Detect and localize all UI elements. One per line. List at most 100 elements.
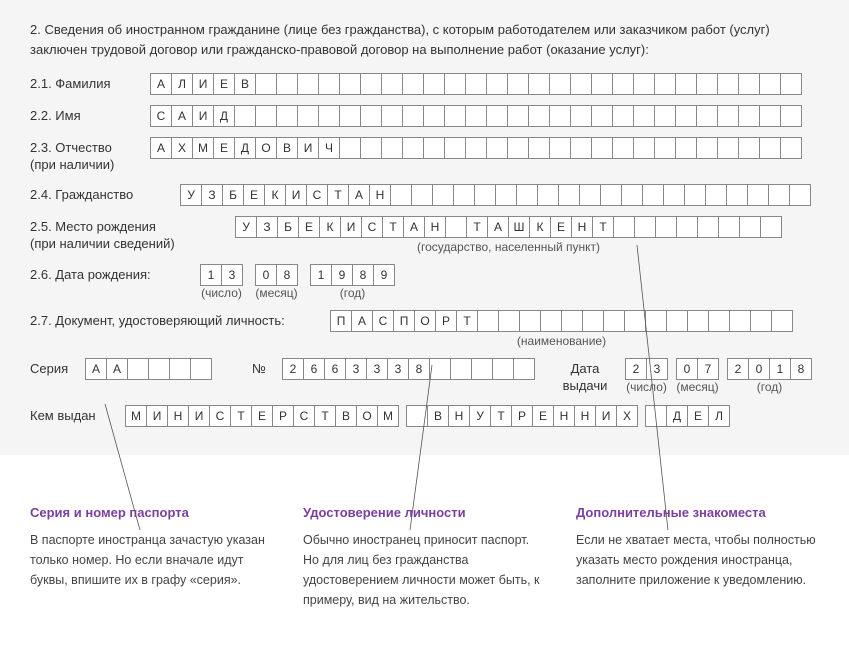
cell [696,105,718,127]
cell: Н [448,405,470,427]
cell [654,137,676,159]
cell: Л [171,73,193,95]
anno-title-1: Серия и номер паспорта [30,505,273,520]
cell [717,105,739,127]
cell: Е [532,405,554,427]
label-document: 2.7. Документ, удостоверяющий личность: [30,310,330,330]
label-birthdate: 2.6. Дата рождения: [30,264,200,284]
label-issuer: Кем выдан [30,405,125,425]
cell: М [125,405,147,427]
anno-title-3: Дополнительные знакоместа [576,505,819,520]
cell [780,137,802,159]
cell: 9 [373,264,395,286]
cell [759,137,781,159]
cell [570,73,592,95]
cell [360,73,382,95]
issuedate-month-group: 07 (месяц) [676,358,719,394]
cell [612,73,634,95]
cell [465,73,487,95]
cell [654,105,676,127]
cells-number: 2663338 [282,358,535,380]
lbl-day: (число) [201,286,242,300]
cell: И [188,405,210,427]
label-birthplace: 2.5. Место рождения (при наличии сведени… [30,216,235,253]
cell [276,73,298,95]
cells-birthdate-year: 1989 [310,264,395,286]
cell: 8 [352,264,374,286]
cell [339,73,361,95]
row-citizenship: 2.4. Гражданство УЗБЕКИСТАН [30,184,824,206]
cell: 2 [727,358,749,380]
cell [519,310,541,332]
cell: 3 [387,358,409,380]
label-patronymic-sub: (при наличии) [30,157,114,172]
cell [624,310,646,332]
cell [697,216,719,238]
row-surname: 2.1. Фамилия АЛИЕВ [30,73,824,95]
cell [360,105,382,127]
cell: 3 [345,358,367,380]
cell: А [487,216,509,238]
cell: 6 [324,358,346,380]
cell [600,184,622,206]
cell: Е [213,137,235,159]
cell [705,184,727,206]
cell [621,184,643,206]
cell [579,184,601,206]
cell [276,105,298,127]
annotation-1: Серия и номер паспорта В паспорте иностр… [30,505,273,610]
cell: А [85,358,107,380]
cells-name: САИД [150,105,802,127]
annotation-3: Дополнительные знакоместа Если не хватае… [576,505,819,610]
cell [642,184,664,206]
cell: М [377,405,399,427]
row-birthdate: 2.6. Дата рождения: 13 (число) 08 (месяц… [30,264,824,300]
cell: Т [314,405,336,427]
cell: К [319,216,341,238]
cell: С [306,184,328,206]
cell: П [330,310,352,332]
cell [406,405,428,427]
cell [666,310,688,332]
cell: И [192,105,214,127]
cell [234,105,256,127]
cell [759,105,781,127]
cell: З [201,184,223,206]
cell: С [150,105,172,127]
cell: Р [272,405,294,427]
cell: М [192,137,214,159]
cell: К [264,184,286,206]
cell: 0 [748,358,770,380]
cell [477,310,499,332]
cell: Т [382,216,404,238]
cell [318,73,340,95]
cell [402,137,424,159]
row-name: 2.2. Имя САИД [30,105,824,127]
cell: 1 [200,264,222,286]
cell: О [356,405,378,427]
cell [561,310,583,332]
anno-text-2: Обычно иностранец приносит паспорт. Но д… [303,530,546,610]
cell [726,184,748,206]
cell: Е [251,405,273,427]
cell: А [150,137,172,159]
cell: В [276,137,298,159]
cell [718,216,740,238]
cell [474,184,496,206]
cell [318,105,340,127]
cells-birthplace: УЗБЕКИСТАНТАШКЕНТ [235,216,782,238]
cell [738,105,760,127]
cell [603,310,625,332]
cell [675,105,697,127]
issuedate-day-group: 23 (число) [625,358,668,394]
cell [255,73,277,95]
cell [507,73,529,95]
row-patronymic: 2.3. Отчество (при наличии) АХМЕДОВИЧ [30,137,824,174]
cells-document: ПАСПОРТ [330,310,793,332]
cell: К [529,216,551,238]
label-patronymic: 2.3. Отчество (при наличии) [30,137,150,174]
cell: П [393,310,415,332]
cell [655,216,677,238]
cells-birthdate-day: 13 [200,264,243,286]
cell [780,105,802,127]
